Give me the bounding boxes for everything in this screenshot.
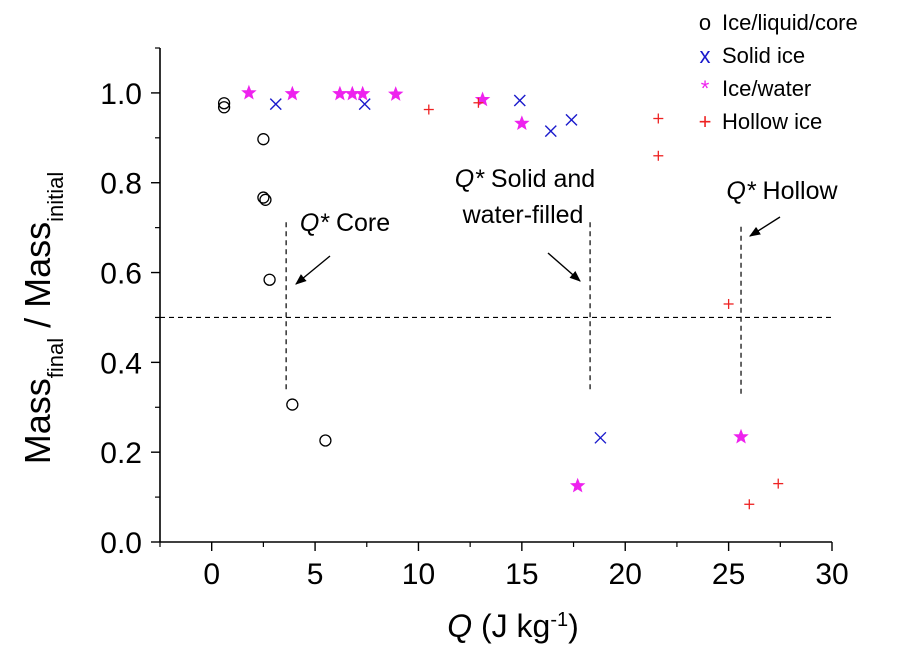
x-tick-label: 0 — [203, 558, 220, 591]
y-axis-label-sub-final: final — [43, 338, 68, 378]
annotation-label: Q* Solid and — [455, 165, 595, 193]
point-ice-liquid-core — [217, 97, 231, 110]
point-hollow-ice — [653, 150, 664, 161]
point-hollow-ice — [773, 478, 784, 489]
legend-symbol: x — [700, 43, 711, 68]
point-ice-liquid-core — [319, 434, 332, 447]
point-ice-liquid-core — [257, 133, 270, 146]
y-tick-label: 0.2 — [100, 437, 142, 470]
x-tick-label: 15 — [505, 558, 538, 591]
annotation-arrow — [547, 252, 581, 282]
point-hollow-ice — [473, 97, 484, 108]
point-ice-water — [569, 477, 586, 493]
x-axis-label-close: ) — [568, 608, 579, 644]
legend-label: Hollow ice — [722, 109, 822, 134]
point-hollow-ice — [723, 298, 734, 309]
y-tick-label: 0.8 — [100, 168, 142, 201]
x-axis-label: Q (J kg-1) — [447, 608, 579, 644]
x-tick-label: 10 — [402, 558, 435, 591]
legend-label: Ice/liquid/core — [722, 10, 858, 35]
annotations: Q* Core Q* Solid and water-filled Q* Hollow — [285, 165, 839, 394]
legend-symbol: o — [699, 10, 711, 35]
y-tick-label: 0.0 — [100, 527, 142, 560]
y-tick-label: 1.0 — [100, 78, 142, 111]
axes: 0 5 10 15 20 25 30 0.0 0.2 0.4 0.6 0.8 1.0 — [100, 47, 849, 591]
point-ice-water — [354, 85, 371, 101]
point-hollow-ice — [423, 104, 434, 115]
point-ice-liquid-core — [263, 273, 276, 286]
annotation-label: Q* Core — [300, 209, 390, 237]
legend: o Ice/liquid/core x Solid ice * Ice/water + Hol… — [699, 10, 858, 134]
point-solid-ice — [358, 98, 371, 111]
annotation-arrow — [749, 216, 781, 237]
x-tick-label: 25 — [712, 558, 745, 591]
legend-symbol: * — [701, 76, 710, 101]
point-ice-liquid-core — [259, 193, 272, 206]
legend-label: Solid ice — [722, 43, 805, 68]
point-ice-water — [388, 86, 404, 101]
data-points — [217, 84, 784, 510]
x-tick-label: 5 — [307, 558, 324, 591]
point-ice-water — [241, 84, 257, 100]
x-axis-label-q: Q — [447, 608, 472, 644]
y-tick-label: 0.4 — [100, 347, 142, 380]
point-ice-liquid-core — [217, 101, 231, 114]
x-axis-label-unit: (J kg — [472, 608, 550, 644]
point-ice-water — [284, 85, 301, 101]
point-hollow-ice — [744, 499, 755, 510]
point-ice-liquid-core — [257, 191, 270, 204]
legend-label: Ice/water — [722, 76, 811, 101]
point-solid-ice — [544, 125, 557, 138]
point-solid-ice — [594, 431, 607, 444]
legend-symbol: + — [699, 109, 712, 134]
point-ice-water — [733, 428, 749, 444]
point-hollow-ice — [653, 113, 664, 124]
x-axis-label-exponent: -1 — [550, 609, 568, 631]
point-ice-water — [344, 85, 361, 101]
x-tick-label: 20 — [609, 558, 642, 591]
point-solid-ice — [513, 94, 526, 107]
point-solid-ice — [269, 98, 282, 111]
annotation-label-line2: water-filled — [462, 201, 584, 229]
point-solid-ice — [565, 113, 578, 126]
x-tick-label: 30 — [815, 558, 848, 591]
annotation-arrow — [295, 255, 331, 285]
y-tick-label: 0.6 — [100, 258, 142, 291]
y-axis-label: Massfinal / Massinitial — [17, 172, 68, 465]
y-axis-label-mass-a: Mass — [17, 378, 58, 464]
point-ice-water — [514, 115, 530, 131]
annotation-label: Q* Hollow — [726, 177, 838, 205]
y-axis-label-mass-b: / Mass — [17, 222, 58, 338]
y-axis-label-sub-initial: initial — [43, 172, 68, 222]
point-ice-liquid-core — [286, 398, 299, 411]
point-ice-water — [332, 85, 348, 101]
